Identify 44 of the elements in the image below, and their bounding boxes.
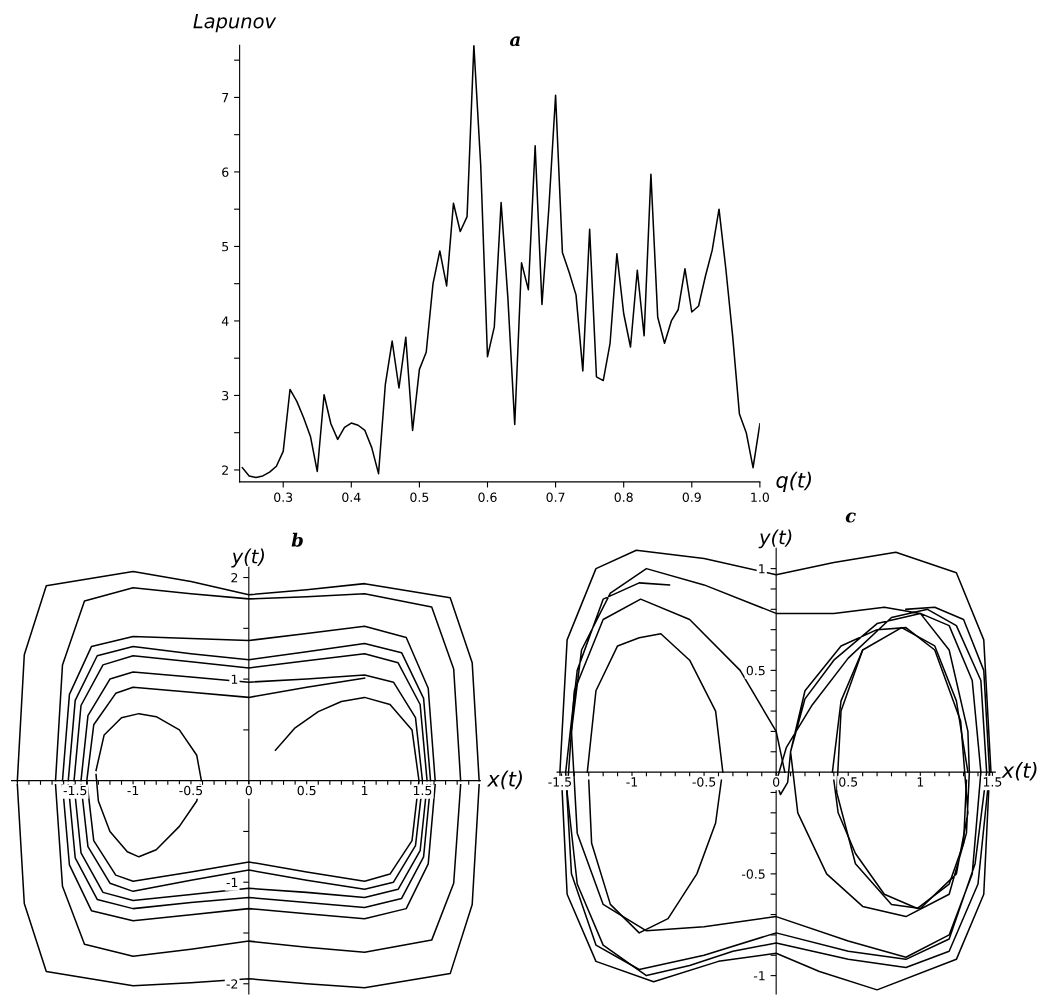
- y-tick-label: 7: [222, 93, 229, 103]
- y-tick-label: 1: [759, 564, 765, 574]
- x-tick-label: 0.4: [342, 492, 361, 502]
- y-tick-label: 2: [231, 573, 238, 583]
- y-tick-label: -1: [226, 877, 238, 887]
- y-tick-label: 6: [222, 167, 229, 177]
- x-tick-label: 1: [361, 785, 368, 796]
- chart-title: b: [291, 532, 303, 547]
- y-tick-label: 5: [222, 242, 229, 252]
- x-tick-label: -1.5: [63, 785, 87, 796]
- x-tick-label: 1.5: [413, 785, 432, 796]
- y-tick-label: 4: [221, 316, 229, 326]
- x-tick-label: 0.9: [682, 492, 701, 502]
- y-axis-title: Lapunov: [193, 13, 277, 33]
- y-tick-label: 3: [222, 390, 229, 401]
- y-axis-title: y(t): [231, 548, 264, 568]
- x-axis-title: x(t): [486, 770, 522, 790]
- y-tick-label: 0.5: [746, 665, 765, 676]
- x-tick-label: 0.5: [839, 777, 858, 787]
- x-axis-title: q(t): [776, 471, 811, 492]
- y-axis-title: y(t): [758, 529, 792, 549]
- y-tick-label: 2: [222, 465, 228, 475]
- x-tick-label: -1: [127, 785, 139, 796]
- y-tick-label: 1: [231, 674, 238, 684]
- x-tick-label: 0.5: [410, 492, 429, 502]
- chart-title: c: [845, 512, 856, 523]
- x-tick-label: 0.3: [274, 492, 293, 502]
- x-tick-label: -1.5: [548, 777, 572, 787]
- y-tick-label: -0.5: [741, 869, 765, 879]
- y-tick-label: -1: [753, 971, 765, 981]
- x-tick-label: 0.7: [546, 492, 565, 502]
- x-tick-label: -0.5: [692, 777, 716, 787]
- chart-title: a: [510, 36, 520, 47]
- y-tick-label: -2: [226, 979, 238, 989]
- x-tick-label: 0.6: [478, 492, 497, 502]
- x-tick-label: -1: [626, 777, 638, 787]
- x-tick-label: 1.5: [983, 777, 1002, 787]
- x-axis-title: x(t): [1001, 762, 1037, 781]
- x-tick-label: 0.8: [614, 492, 633, 502]
- x-tick-label: 1.0: [751, 492, 769, 502]
- x-tick-label: 0: [245, 785, 252, 796]
- x-tick-label: 1: [917, 777, 924, 787]
- x-tick-label: -0.5: [179, 785, 203, 796]
- x-tick-label: 0.5: [297, 785, 316, 796]
